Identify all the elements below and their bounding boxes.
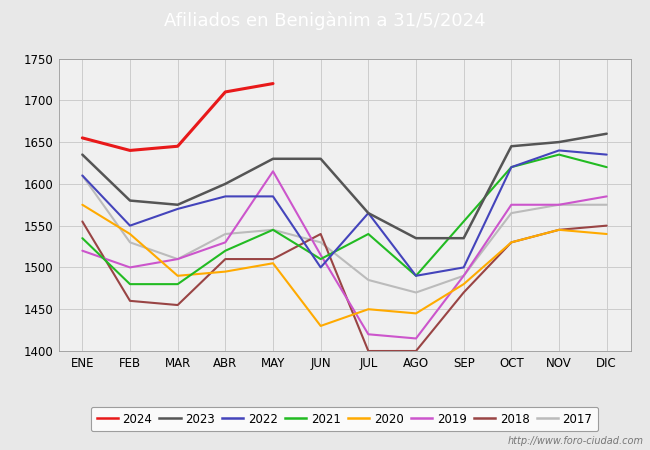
Text: Afiliados en Benigànim a 31/5/2024: Afiliados en Benigànim a 31/5/2024 bbox=[164, 11, 486, 30]
Legend: 2024, 2023, 2022, 2021, 2020, 2019, 2018, 2017: 2024, 2023, 2022, 2021, 2020, 2019, 2018… bbox=[90, 407, 599, 432]
Text: http://www.foro-ciudad.com: http://www.foro-ciudad.com bbox=[508, 436, 644, 446]
